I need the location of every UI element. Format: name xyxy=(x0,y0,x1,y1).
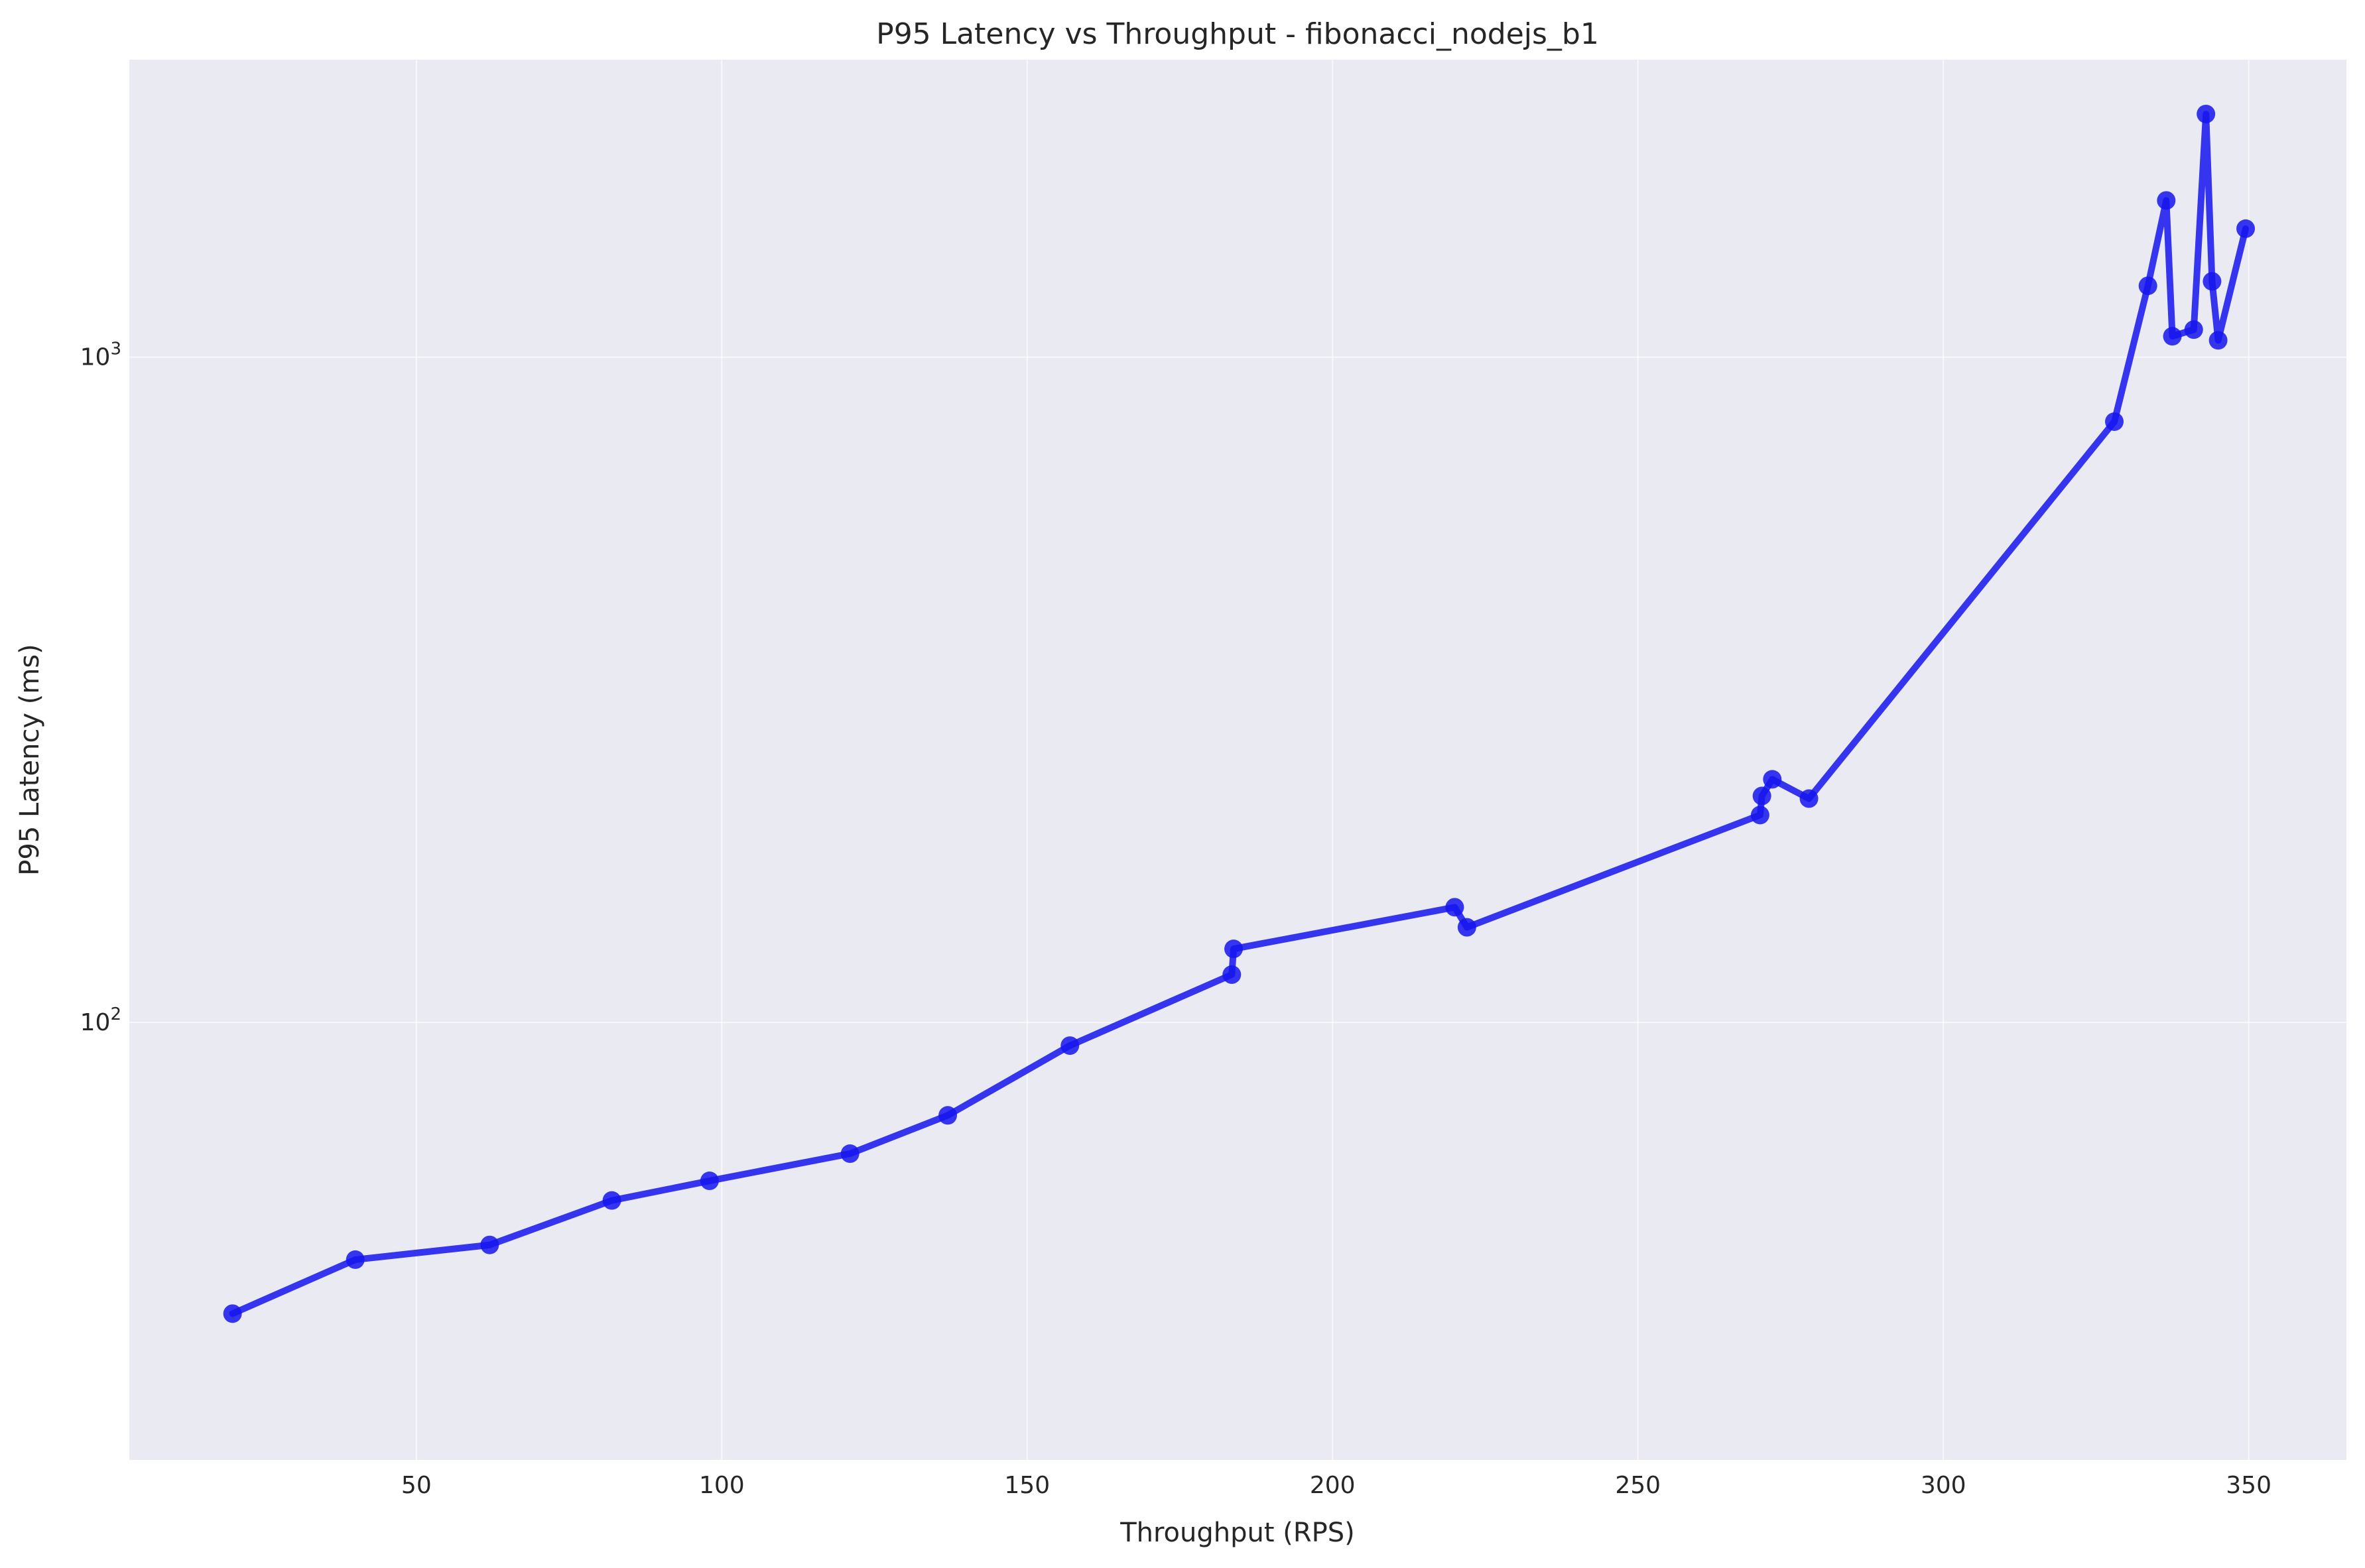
data-point xyxy=(1445,898,1464,917)
data-point xyxy=(1752,786,1771,806)
data-point xyxy=(602,1191,621,1210)
data-point xyxy=(2157,191,2176,210)
x-tick-label: 300 xyxy=(1921,1472,1966,1499)
data-point xyxy=(1763,770,1782,789)
x-tick-label: 350 xyxy=(2226,1472,2271,1499)
x-tick-label: 50 xyxy=(401,1472,432,1499)
data-point xyxy=(2236,219,2256,238)
data-point xyxy=(223,1304,242,1323)
data-point xyxy=(938,1106,958,1125)
data-point xyxy=(2105,412,2124,431)
data-point xyxy=(2197,104,2216,123)
y-tick-label: 103 xyxy=(80,339,121,371)
tick-labels: 50 100 150 200 250 300 350 102 103 xyxy=(80,339,2271,1499)
x-axis-label: Throughput (RPS) xyxy=(1119,1518,1355,1548)
chart-title: P95 Latency vs Throughput - fibonacci_no… xyxy=(876,17,1599,51)
data-point xyxy=(2184,320,2203,339)
data-point xyxy=(2203,272,2222,291)
grid-lines xyxy=(129,60,2346,1460)
series-layer xyxy=(223,104,2256,1323)
data-point xyxy=(1224,939,1244,959)
x-tick-label: 200 xyxy=(1310,1472,1356,1499)
x-tick-label: 250 xyxy=(1615,1472,1661,1499)
data-point xyxy=(840,1144,860,1164)
data-point xyxy=(2163,327,2182,346)
y-tick-label: 102 xyxy=(80,1004,121,1036)
data-point xyxy=(1750,806,1769,825)
x-tick-label: 100 xyxy=(699,1472,745,1499)
data-point xyxy=(1457,918,1476,937)
data-point xyxy=(2208,331,2228,350)
data-point xyxy=(1799,789,1819,808)
data-point xyxy=(346,1250,365,1269)
data-point xyxy=(700,1172,719,1191)
data-point xyxy=(480,1235,499,1254)
plot-area xyxy=(129,60,2346,1460)
data-point xyxy=(1222,965,1242,985)
data-point xyxy=(2138,276,2157,296)
y-axis-label: P95 Latency (ms) xyxy=(15,644,45,876)
data-point xyxy=(1060,1036,1080,1055)
x-tick-label: 150 xyxy=(1004,1472,1050,1499)
